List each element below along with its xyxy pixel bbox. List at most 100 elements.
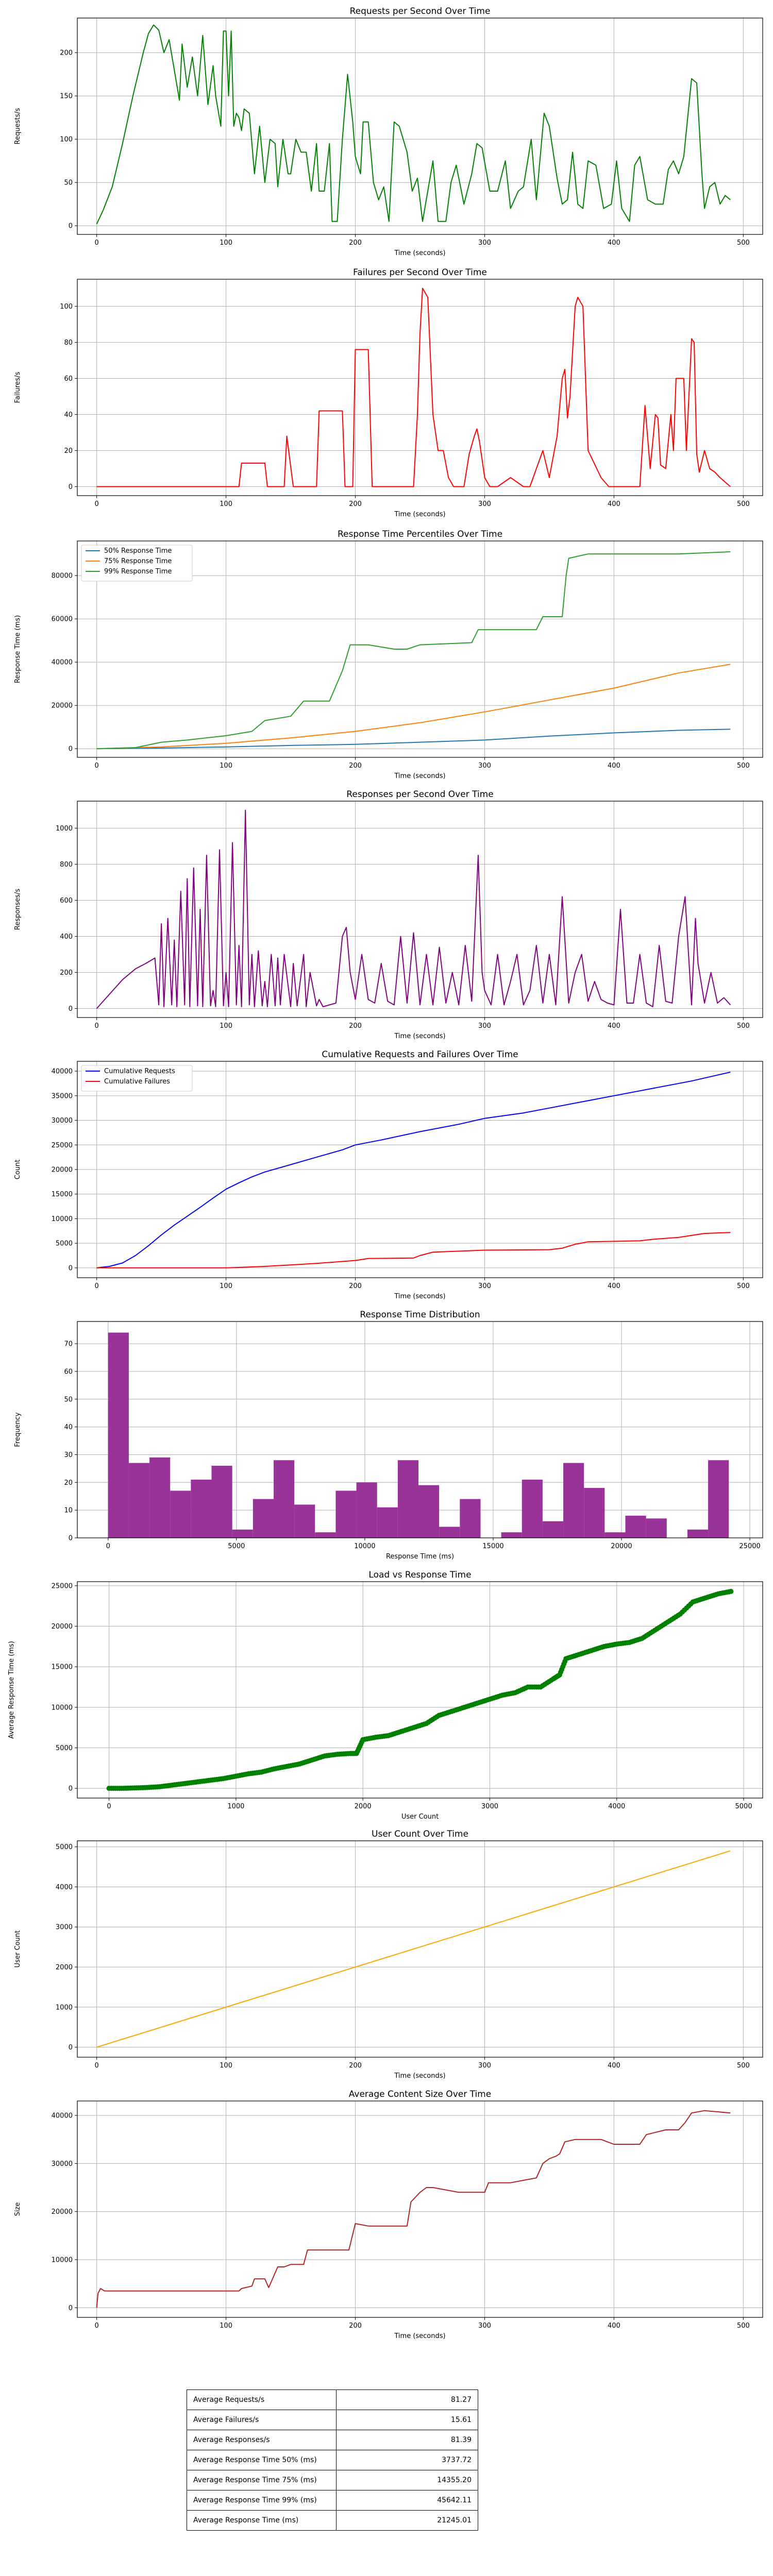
- x-axis-label: Time (seconds): [394, 249, 445, 257]
- histogram-bar: [108, 1332, 129, 1538]
- histogram-bar: [377, 1507, 398, 1538]
- chart-7: 0 1000 2000 3000 4000 5000 0 5000 10000 15000 2000…: [8, 1570, 763, 1821]
- y-tick-label: 80: [64, 339, 73, 347]
- series-line: [96, 1072, 731, 1268]
- y-tick-label: 10000: [52, 1704, 73, 1711]
- stats-row: Average Response Time 75% (ms) 14355.20: [187, 2470, 478, 2490]
- x-tick-label: 100: [220, 239, 232, 247]
- y-tick-label: 20000: [52, 2208, 73, 2216]
- histogram-bar: [542, 1521, 564, 1538]
- x-tick-label: 500: [737, 2322, 750, 2330]
- x-tick-label: 200: [349, 2062, 362, 2070]
- y-tick-label: 10000: [52, 2257, 73, 2264]
- x-tick-label: 400: [608, 500, 620, 508]
- x-tick-label: 400: [608, 2322, 620, 2330]
- histogram-bar: [128, 1463, 150, 1538]
- x-tick-label: 300: [478, 500, 491, 508]
- chart-title: Responses per Second Over Time: [346, 789, 493, 800]
- y-tick-label: 20: [64, 1479, 73, 1487]
- histogram-bar: [397, 1460, 419, 1538]
- chart-title: Load vs Response Time: [368, 1570, 471, 1580]
- y-tick-label: 60: [64, 375, 73, 383]
- histogram-bar: [253, 1499, 274, 1538]
- y-axis-label: Responses/s: [14, 889, 22, 930]
- x-tick-label: 100: [220, 2322, 232, 2330]
- x-tick-label: 200: [349, 500, 362, 508]
- x-axis-label: Time (seconds): [394, 1032, 445, 1040]
- y-tick-label: 0: [69, 223, 73, 230]
- chart-9: 0 100 200 300 400 500 0 10000 20000 30000 40000 Ave…: [14, 2089, 763, 2340]
- histogram-bar: [315, 1532, 336, 1538]
- histogram-bar: [687, 1529, 709, 1538]
- stats-row: Average Response Time (ms) 21245.01: [187, 2510, 478, 2531]
- y-tick-label: 20: [64, 447, 73, 455]
- y-tick-label: 100: [60, 303, 73, 311]
- histogram-bar: [356, 1482, 377, 1538]
- y-tick-label: 5000: [56, 1843, 73, 1851]
- x-tick-label: 0: [95, 500, 99, 508]
- stat-value: 14355.20: [336, 2470, 478, 2490]
- chart-title: Response Time Percentiles Over Time: [338, 529, 502, 539]
- x-tick-label: 0: [95, 2062, 99, 2070]
- histogram-bar: [604, 1532, 626, 1538]
- stat-label: Average Response Time (ms): [187, 2510, 337, 2531]
- y-tick-label: 25000: [52, 1582, 73, 1590]
- x-axis-label: Time (seconds): [394, 2332, 445, 2340]
- y-tick-label: 10: [64, 1507, 73, 1515]
- plot-frame: [77, 801, 763, 1018]
- plot-frame: [77, 1840, 763, 2058]
- y-tick-label: 30000: [52, 1117, 73, 1125]
- histogram-bar: [708, 1460, 729, 1538]
- x-tick-label: 5000: [228, 1543, 245, 1550]
- histogram-bar: [232, 1529, 253, 1538]
- y-tick-label: 0: [69, 1005, 73, 1013]
- x-tick-label: 500: [737, 1022, 750, 1030]
- y-tick-label: 150: [60, 93, 73, 100]
- series-line: [96, 1232, 731, 1268]
- y-tick-label: 1000: [56, 2004, 73, 2011]
- histogram-bar: [273, 1460, 295, 1538]
- histogram-bar: [294, 1504, 315, 1538]
- x-tick-label: 10000: [354, 1543, 375, 1550]
- x-axis-label: User Count: [401, 1813, 439, 1821]
- x-tick-label: 2000: [355, 1803, 372, 1810]
- legend-label: Cumulative Requests: [104, 1067, 175, 1075]
- y-tick-label: 0: [69, 1785, 73, 1793]
- x-tick-label: 0: [95, 2322, 99, 2330]
- stat-value: 45642.11: [336, 2490, 478, 2511]
- y-axis-label: User Count: [14, 1930, 22, 1968]
- chart-2: 0 100 200 300 400 500 0 20 40 60 80 100 Failures per…: [14, 267, 763, 518]
- y-tick-label: 30000: [52, 2160, 73, 2168]
- y-tick-label: 10000: [52, 1215, 73, 1223]
- y-tick-label: 2000: [56, 1964, 73, 1972]
- plot-frame: [77, 1581, 763, 1799]
- x-tick-label: 5000: [735, 1803, 752, 1810]
- y-tick-label: 40: [64, 1423, 73, 1431]
- x-tick-label: 0: [95, 1282, 99, 1290]
- x-tick-label: 300: [478, 2322, 491, 2330]
- stats-row: Average Response Time 50% (ms) 3737.72: [187, 2450, 478, 2470]
- y-tick-label: 15000: [52, 1664, 73, 1671]
- y-tick-label: 60: [64, 1368, 73, 1376]
- y-tick-label: 30: [64, 1451, 73, 1459]
- x-tick-label: 500: [737, 239, 750, 247]
- x-tick-label: 3000: [481, 1803, 498, 1810]
- series-line: [96, 809, 731, 1009]
- histogram-bar: [149, 1457, 171, 1538]
- plot-frame: [77, 279, 763, 496]
- y-tick-label: 0: [69, 1535, 73, 1543]
- y-tick-label: 40000: [52, 2112, 73, 2120]
- stats-row: Average Requests/s 81.27: [187, 2389, 478, 2410]
- stat-label: Average Requests/s: [187, 2389, 337, 2410]
- y-tick-label: 4000: [56, 1884, 73, 1891]
- y-tick-label: 35000: [52, 1092, 73, 1100]
- x-tick-label: 100: [220, 1022, 232, 1030]
- y-tick-label: 60000: [52, 616, 73, 623]
- x-axis-label: Time (seconds): [394, 511, 445, 518]
- stat-value: 81.39: [336, 2430, 478, 2450]
- series-line: [96, 287, 731, 487]
- y-tick-label: 5000: [56, 1240, 73, 1248]
- legend-box: [81, 545, 193, 582]
- plot-frame: [77, 1321, 763, 1538]
- series-line: [96, 24, 731, 225]
